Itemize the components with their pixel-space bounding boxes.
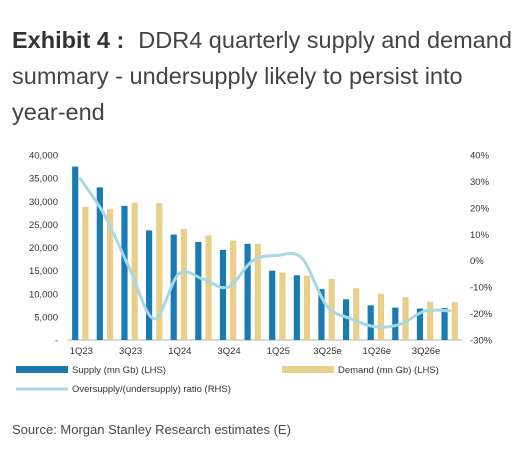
ratio-line: [78, 177, 452, 329]
ratio-line-series: [78, 177, 452, 329]
demand-bar: [230, 240, 237, 340]
left-tick-label: -: [55, 336, 58, 347]
legend: Supply (mn Gb) (LHS) Demand (mn Gb) (LHS)…: [16, 365, 439, 395]
supply-bar: [342, 299, 350, 340]
demand-bar: [402, 296, 409, 340]
supply-bar: [170, 234, 177, 340]
demand-bar: [427, 301, 434, 340]
right-tick-label: 30%: [470, 177, 490, 188]
demand-bar: [180, 229, 188, 340]
demand-bar: [254, 243, 261, 340]
left-tick-label: 20,000: [29, 243, 58, 254]
exhibit-separator-char: :: [116, 27, 125, 53]
supply-bar: [441, 308, 448, 340]
left-tick-label: 25,000: [29, 220, 58, 231]
legend-label-demand: Demand (mn Gb) (LHS): [338, 365, 439, 376]
left-tick-label: 15,000: [29, 266, 58, 277]
supply-bar: [244, 243, 251, 340]
demand-bar: [377, 293, 385, 340]
chart-title: Exhibit 4 : DDR4 quarterly supply and dem…: [12, 22, 517, 130]
exhibit-label: Exhibit 4: [12, 27, 110, 53]
x-tick-label: 3Q23: [119, 346, 142, 357]
left-tick-label: 10,000: [29, 289, 58, 300]
supply-bar: [293, 275, 300, 340]
supply-bar: [96, 187, 103, 340]
supply-bar: [195, 241, 202, 340]
supply-bar: [367, 305, 374, 340]
x-axis: 1Q23 3Q23 1Q24 3Q24 1Q25 3Q25e 1Q26e 3Q26e: [70, 346, 441, 357]
left-tick-label: 35,000: [29, 174, 58, 185]
right-tick-label: 20%: [470, 203, 490, 214]
x-tick-label: 3Q24: [217, 346, 240, 357]
exhibit-title: DDR4 quarterly supply and demand summary…: [12, 27, 512, 125]
demand-bar: [279, 272, 286, 340]
supply-bar: [318, 289, 325, 340]
supply-bar: [392, 307, 399, 340]
x-tick-label: 1Q25: [267, 346, 290, 357]
exhibit-separator: :: [110, 27, 124, 53]
x-tick-label: 3Q25e: [313, 346, 342, 357]
demand-bar: [205, 235, 212, 340]
right-tick-label: -10%: [470, 283, 493, 294]
demand-bar: [303, 275, 311, 340]
demand-bar: [451, 302, 458, 340]
supply-bar: [219, 249, 227, 340]
right-tick-label: 10%: [470, 230, 490, 241]
supply-bar: [121, 205, 128, 340]
right-axis: -30% -20% -10% 0% 10% 20% 30% 40%: [470, 151, 493, 347]
legend-swatch-demand: [282, 366, 334, 373]
left-tick-label: 5,000: [34, 312, 58, 323]
bar-series: [72, 166, 458, 340]
x-tick-label: 1Q23: [70, 346, 93, 357]
supply-bar: [416, 308, 424, 340]
chart-area: - 5,000 10,000 15,000 20,000 25,000 30,000 35,0…: [16, 151, 493, 395]
legend-label-supply: Supply (mn Gb) (LHS): [72, 365, 166, 376]
left-axis: - 5,000 10,000 15,000 20,000 25,000 30,000 35,0…: [29, 151, 58, 347]
demand-bar: [106, 209, 114, 340]
right-tick-label: -20%: [470, 309, 493, 320]
legend-swatch-supply: [16, 366, 68, 373]
supply-bar: [145, 230, 153, 340]
demand-bar: [156, 203, 163, 340]
demand-bar: [353, 288, 360, 340]
right-tick-label: 40%: [470, 151, 490, 162]
left-tick-label: 40,000: [29, 151, 58, 162]
left-tick-label: 30,000: [29, 197, 58, 208]
right-tick-label: -30%: [470, 336, 493, 347]
x-tick-label: 3Q26e: [412, 346, 441, 357]
x-tick-label: 1Q26e: [363, 346, 392, 357]
supply-bar: [269, 270, 276, 340]
source-note: Source: Morgan Stanley Research estimate…: [12, 422, 291, 437]
right-tick-label: 0%: [470, 256, 484, 267]
demand-bar: [82, 206, 89, 340]
x-tick-label: 1Q24: [168, 346, 191, 357]
legend-label-ratio: Oversupply/(undersupply) ratio (RHS): [72, 384, 231, 395]
supply-bar: [72, 166, 79, 340]
demand-bar: [131, 202, 138, 340]
